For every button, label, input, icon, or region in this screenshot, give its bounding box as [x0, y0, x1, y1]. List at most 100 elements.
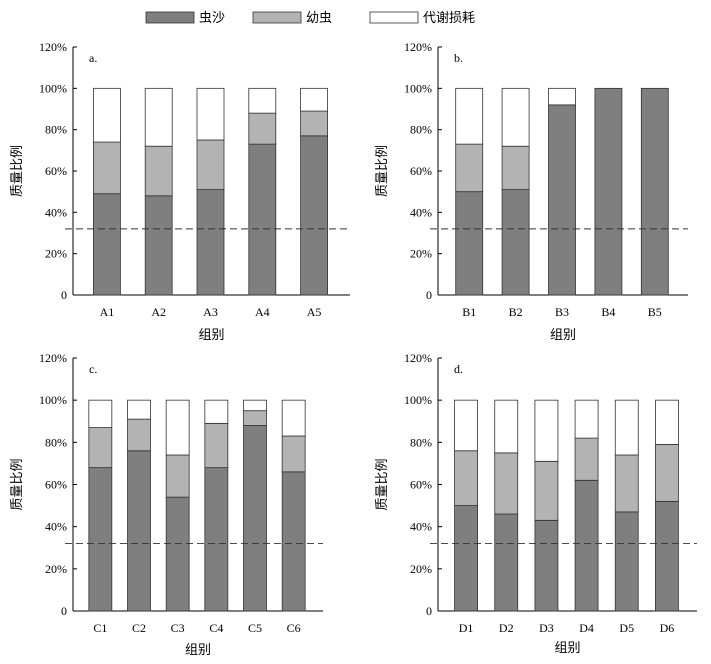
panel-1-bar-A1-seg-1	[93, 194, 120, 295]
legend-swatch-1	[146, 12, 194, 23]
panel-4-ytick-label: 80%	[410, 435, 432, 449]
legend-label-2: 幼虫	[306, 10, 332, 25]
panel-4-label: d.	[454, 362, 463, 376]
panel-2-ytick-label: 40%	[410, 205, 432, 219]
panel-3-bar-C6-seg-1	[282, 472, 305, 611]
panel-1-xtick-label: A4	[255, 305, 270, 319]
panel-1-ytick-label: 80%	[45, 123, 67, 137]
panel-2-ytick-label: 0	[426, 288, 432, 302]
panel-4-xtick-label: D5	[619, 621, 634, 635]
panel-3-xtick-label: C3	[171, 621, 185, 635]
panel-1-ytick-label: 40%	[45, 205, 67, 219]
panel-3-bar-C6-seg-2	[282, 436, 305, 472]
panel-1-xtick-label: A1	[100, 305, 115, 319]
panel-1-ytick-label: 20%	[45, 247, 67, 261]
panel-1-xtick-label: A2	[151, 305, 166, 319]
panel-4-bar-D5-seg-1	[615, 512, 638, 611]
panel-4-bar-D6-seg-1	[655, 501, 678, 611]
panel-4-xtick-label: D3	[539, 621, 554, 635]
panel-1-xlabel: 组别	[198, 327, 224, 342]
panel-3-bar-C1-seg-1	[89, 468, 112, 611]
panel-2-ytick-label: 60%	[410, 164, 432, 178]
panel-3-xtick-label: C4	[209, 621, 223, 635]
panel-1-bar-A3-seg-2	[197, 140, 224, 190]
legend-label-1: 虫沙	[199, 10, 225, 25]
legend-swatch-3	[370, 12, 418, 23]
panel-4-bar-D5-seg-3	[615, 400, 638, 455]
panel-1-bar-A4-seg-1	[249, 144, 276, 295]
panel-1-ytick-label: 60%	[45, 164, 67, 178]
panel-1-ytick-label: 120%	[39, 40, 67, 54]
panel-1-bar-A2-seg-3	[145, 88, 172, 146]
panel-4-bar-D5-seg-2	[615, 455, 638, 512]
panel-2-xtick-label: B4	[601, 305, 615, 319]
panel-4-ytick-label: 120%	[404, 351, 432, 365]
panel-4-bar-D1-seg-1	[455, 506, 478, 611]
panel-2-bar-B3-seg-1	[549, 105, 576, 295]
panel-4-bar-D6-seg-3	[655, 400, 678, 444]
panel-3-bar-C2-seg-3	[128, 400, 151, 419]
panel-3-xlabel: 组别	[185, 642, 211, 657]
panel-1-bar-A2-seg-1	[145, 196, 172, 295]
panel-4-bar-D4-seg-2	[575, 438, 598, 480]
panel-3-ytick-label: 60%	[45, 478, 67, 492]
panel-2-bar-B1-seg-2	[456, 144, 483, 192]
panel-1-bar-A3-seg-3	[197, 88, 224, 140]
legend: 虫沙 幼虫 代谢损耗	[146, 10, 475, 25]
panel-2-label: b.	[454, 51, 463, 65]
panel-4-ytick-label: 0	[426, 604, 432, 618]
panel-4-bar-D2-seg-2	[495, 453, 518, 514]
panel-1-bar-A2-seg-2	[145, 146, 172, 196]
panel-4-bar-D1-seg-3	[455, 400, 478, 451]
panel-3-ytick-label: 40%	[45, 520, 67, 534]
panel-2-xtick-label: B5	[648, 305, 662, 319]
panel-4-ytick-label: 100%	[404, 393, 432, 407]
panel-4-bar-D3-seg-2	[535, 461, 558, 520]
panel-2: 0 20% 40% 60% 80% 100% 120% b. 质量比例 B1 B2 B3 B4 B5 组别	[374, 40, 688, 342]
panel-3-ytick-label: 20%	[45, 562, 67, 576]
panel-3-xtick-label: C2	[132, 621, 146, 635]
panel-1: 0 20% 40% 60% 80% 100% 120% a. 质量比例 A1 A2 A3 A4 A5 组别	[9, 40, 350, 342]
panel-1-bar-A4-seg-2	[249, 113, 276, 144]
panel-4-bar-D6-seg-2	[655, 444, 678, 501]
panel-4-ytick-label: 40%	[410, 520, 432, 534]
panel-3: 0 20% 40% 60% 80% 100% 120% c. 质量比例 C1 C2 C3 C4 C5 C6 组…	[9, 351, 323, 657]
panel-1-bar-A1-seg-2	[93, 142, 120, 194]
panel-3-ylabel: 质量比例	[9, 458, 24, 510]
panel-3-label: c.	[89, 362, 97, 376]
panel-4-xtick-label: D4	[579, 621, 594, 635]
panel-2-ytick-label: 100%	[404, 81, 432, 95]
panel-3-bar-C5-seg-1	[244, 425, 267, 611]
panel-3-bar-C5-seg-3	[244, 400, 267, 411]
panel-3-ytick-label: 100%	[39, 393, 67, 407]
panel-3-bar-C5-seg-2	[244, 411, 267, 426]
panel-4-bar-D1-seg-2	[455, 451, 478, 506]
panel-4: 0 20% 40% 60% 80% 100% 120% d. 质量比例 D1 D2 D3 D4 D5 D6 组…	[374, 351, 697, 655]
panel-2-bar-B1-seg-1	[456, 192, 483, 295]
panel-3-xtick-label: C1	[93, 621, 107, 635]
panel-1-bar-A5-seg-1	[301, 136, 328, 295]
panel-3-bar-C2-seg-1	[128, 451, 151, 611]
panel-3-bar-C4-seg-2	[205, 423, 228, 467]
panel-2-ytick-label: 80%	[410, 123, 432, 137]
panel-4-bar-D2-seg-1	[495, 514, 518, 611]
panel-2-xtick-label: B2	[509, 305, 523, 319]
panel-4-bar-D4-seg-1	[575, 480, 598, 611]
panel-2-xtick-label: B1	[462, 305, 476, 319]
panel-2-bar-B4-seg-1	[595, 88, 622, 295]
panel-4-ylabel: 质量比例	[374, 458, 389, 510]
panel-4-ytick-label: 60%	[410, 478, 432, 492]
legend-label-3: 代谢损耗	[423, 10, 475, 25]
panel-4-xlabel: 组别	[554, 640, 580, 655]
panel-1-bar-A3-seg-1	[197, 190, 224, 295]
panel-4-xtick-label: D1	[459, 621, 474, 635]
panel-3-ytick-label: 80%	[45, 435, 67, 449]
panel-2-bar-B2-seg-1	[502, 190, 529, 295]
panel-2-ylabel: 质量比例	[374, 145, 389, 197]
panel-2-xtick-label: B3	[555, 305, 569, 319]
panel-4-bar-D3-seg-1	[535, 520, 558, 611]
panel-1-xtick-label: A5	[307, 305, 322, 319]
panel-4-ytick-label: 20%	[410, 562, 432, 576]
panel-3-xtick-label: C6	[287, 621, 301, 635]
panel-2-bar-B2-seg-3	[502, 88, 529, 146]
